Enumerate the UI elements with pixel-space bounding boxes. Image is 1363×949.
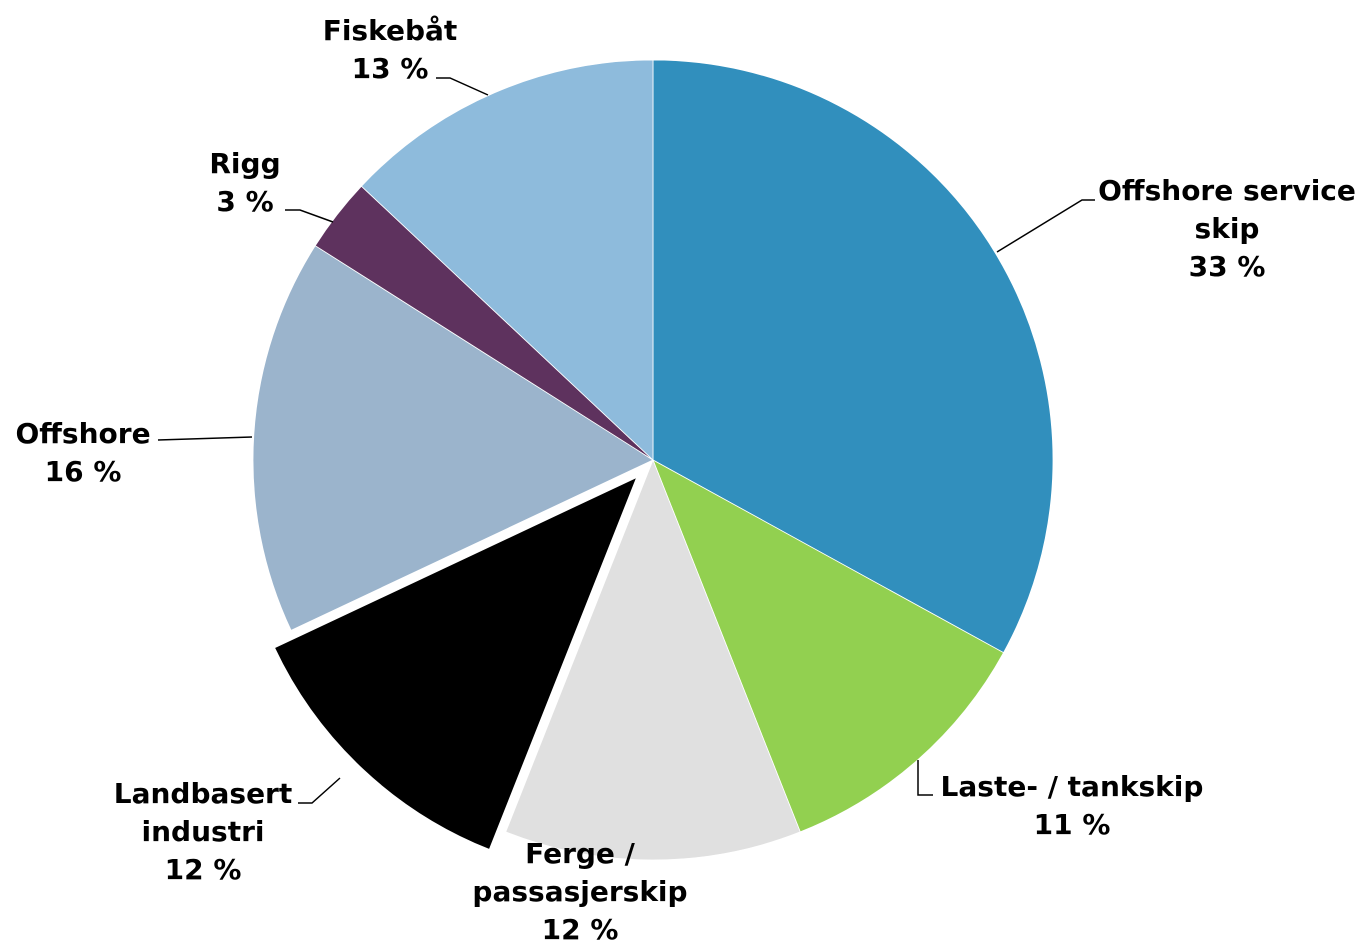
leader-line (917, 760, 933, 796)
category-label: Landbasert industri (113, 777, 293, 848)
value-label: 16 % (44, 455, 122, 488)
pie-slice (360, 59, 654, 461)
value-label: 11 % (1033, 808, 1111, 841)
category-label: Ferge / passasjerskip (472, 837, 688, 908)
value-label: 12 % (541, 913, 619, 946)
slice-label: Ferge / passasjerskip 12 % (455, 835, 705, 949)
pie-slice (274, 476, 638, 850)
value-label: 3 % (216, 185, 274, 218)
leader-line (436, 77, 489, 96)
slice-label: Laste- / tankskip 11 % (912, 768, 1232, 844)
leader-line (996, 199, 1095, 253)
leader-line (157, 436, 253, 441)
leader-line (298, 777, 341, 804)
pie-slice (505, 458, 801, 861)
slice-label: Landbasert industri 12 % (88, 775, 318, 889)
value-label: 12 % (164, 853, 242, 886)
value-label: 33 % (1188, 250, 1266, 283)
category-label: Offshore (15, 417, 151, 450)
value-label: 13 % (351, 52, 429, 85)
slice-label: Offshore service skip 33 % (1077, 172, 1363, 286)
slice-label: Rigg 3 % (195, 145, 295, 221)
category-label: Offshore service skip (1098, 174, 1356, 245)
pie-slice (252, 245, 654, 631)
pie-slice (652, 59, 1054, 654)
leader-line (285, 209, 334, 223)
category-label: Fiskebåt (322, 14, 458, 47)
category-label: Laste- / tankskip (940, 770, 1204, 803)
slice-label: Offshore 16 % (3, 415, 163, 491)
category-label: Rigg (209, 147, 281, 180)
pie-slice (652, 459, 1005, 833)
slice-label: Fiskebåt 13 % (310, 12, 470, 88)
